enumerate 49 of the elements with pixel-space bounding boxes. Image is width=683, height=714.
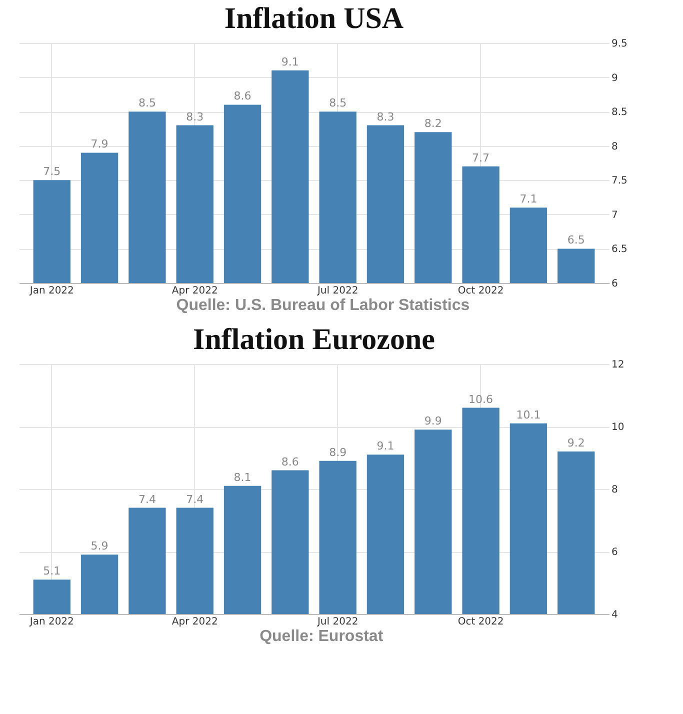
data-label: 8.2 [424,117,442,130]
data-label: 7.4 [186,492,204,506]
data-label: 8.3 [186,110,204,124]
source-note: Quelle: U.S. Bureau of Labor Statistics [176,297,470,314]
source-note: Quelle: Eurostat [260,628,384,645]
x-tick-label: Jul 2022 [316,616,358,628]
y-tick-label: 7.5 [612,176,628,187]
y-tick-label: 8 [612,484,618,496]
data-label: 8.6 [234,90,252,103]
y-tick-label: 7 [612,210,618,221]
y-tick-label: 10 [612,422,624,433]
data-label: 7.4 [138,492,156,506]
y-tick-label: 6 [612,278,618,290]
y-tick-label: 6.5 [612,244,628,256]
data-label: 9.1 [281,55,299,68]
data-label: 7.7 [472,151,490,164]
x-tick-label: Oct 2022 [458,616,504,628]
data-label: 9.9 [424,414,442,428]
chart-title: Inflation USA [224,2,404,35]
y-tick-label: 9 [612,72,618,84]
data-label: 8.1 [234,470,252,484]
data-label: 7.1 [520,192,538,206]
y-tick-label: 8.5 [612,107,628,118]
x-tick-label: Jul 2022 [316,286,358,296]
data-label: 8.9 [329,446,347,459]
data-label: 8.5 [138,96,156,110]
y-tick-label: 6 [612,547,618,558]
x-tick-label: Apr 2022 [172,286,218,296]
y-tick-label: 8 [612,141,618,152]
x-tick-label: Jan 2022 [28,286,74,296]
y-tick-label: 9.5 [612,38,628,50]
x-tick-label: Jan 2022 [28,616,74,628]
y-tick-label: 12 [612,360,624,370]
data-label: 5.1 [43,564,61,578]
data-label: 8.5 [329,96,347,110]
data-label: 8.3 [376,110,394,124]
data-label: 7.9 [90,138,108,151]
data-label: 9.1 [376,440,394,453]
y-tick-label: 4 [612,610,618,620]
data-label: 9.2 [567,436,585,450]
chart-title: Inflation Eurozone [193,323,435,356]
data-label: 8.6 [281,455,299,468]
data-label: 10.1 [516,408,541,422]
data-label: 10.6 [468,392,494,406]
x-tick-label: Apr 2022 [172,616,218,628]
data-label: 7.5 [43,165,61,178]
x-tick-label: Oct 2022 [458,286,504,296]
data-label: 5.9 [90,540,108,553]
data-label: 6.5 [567,234,585,247]
